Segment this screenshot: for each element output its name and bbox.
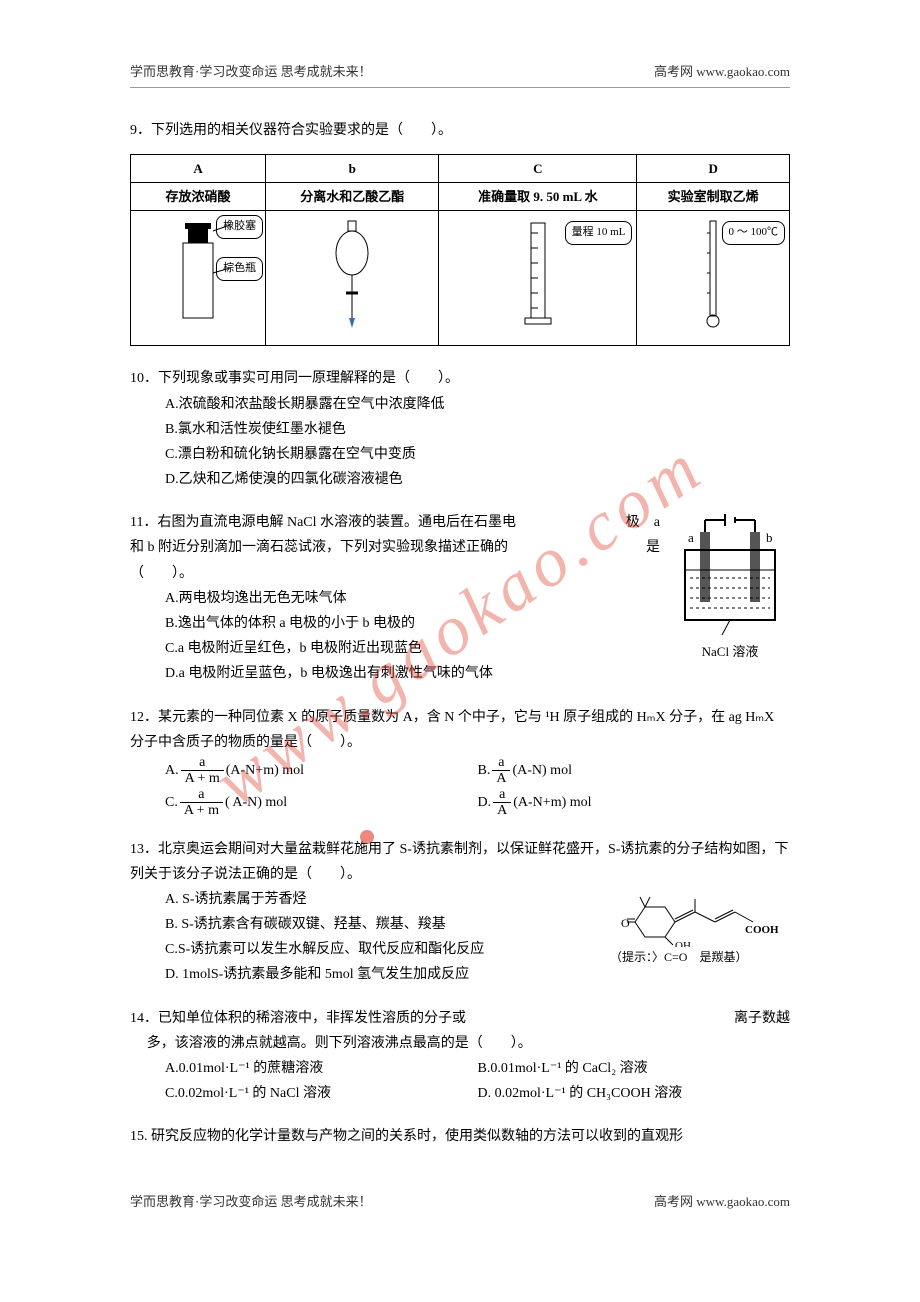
- q9-lbl-C: 准确量取 9. 50 mL 水: [439, 182, 637, 210]
- cylinder-icon: [513, 213, 563, 333]
- q11-D: D.a 电极附近呈蓝色，b 电极逸出有刺激性气味的气体: [165, 661, 790, 686]
- q11-stem-l1: 11．右图为直流电源电解 NaCl 水溶液的装置。通电后在石墨电: [130, 510, 610, 535]
- q9-lbl-D: 实验室制取乙烯: [637, 182, 790, 210]
- q12-options: A.aA + m(A-N+m) mol B.aA(A-N) mol C.aA +…: [130, 755, 790, 819]
- question-13: 13．北京奥运会期间对大量盆栽鲜花施用了 S-诱抗素制剂，以保证鲜花盛开，S-诱…: [130, 837, 790, 988]
- q13-hint: （提示：〉C=O 是羰基）: [610, 947, 790, 969]
- q9-table: A b C D 存放浓硝酸 分离水和乙酸乙酯 准确量取 9. 50 mL 水 实…: [130, 154, 790, 347]
- question-9: 9．下列选用的相关仪器符合实验要求的是（ ）。 A b C D 存放浓硝酸 分离…: [130, 118, 790, 346]
- q9-figC: 量程 10 mL: [439, 211, 637, 346]
- q9-D-callout: 0 ～ 100℃: [722, 221, 786, 245]
- svg-text:OH: OH: [675, 940, 691, 947]
- q9-stem: 9．下列选用的相关仪器符合实验要求的是（ ）。: [130, 118, 790, 143]
- q14-options: A.0.01mol·L⁻¹ 的蔗糖溶液 B.0.01mol·L⁻¹ 的 CaCl…: [130, 1056, 790, 1106]
- q12-C: C.aA + m( A-N) mol: [165, 787, 478, 819]
- sep-funnel-icon: [322, 213, 382, 333]
- q15-stem: 15. 研究反应物的化学计量数与产物之间的关系时，使用类似数轴的方法可以收到的直…: [130, 1124, 790, 1149]
- q14-C: C.0.02mol·L⁻¹ 的 NaCl 溶液: [165, 1081, 478, 1106]
- q10-options: A.浓硫酸和浓盐酸长期暴露在空气中浓度降低 B.氯水和活性炭使红墨水褪色 C.漂…: [130, 392, 790, 493]
- svg-text:COOH: COOH: [745, 924, 779, 936]
- svg-text:O: O: [621, 916, 630, 930]
- page-header: 学而思教育·学习改变命运 思考成就未来！ 高考网 www.gaokao.com: [130, 60, 790, 88]
- q9-A-callout-bot: 棕色瓶: [216, 257, 263, 281]
- q9-A-callout-top: 橡胶塞: [216, 215, 263, 239]
- q11-stem-r2: 是: [610, 535, 660, 560]
- q9-hdr-D: D: [637, 154, 790, 182]
- q14-line2: 多，该溶液的沸点就越高。则下列溶液沸点最高的是（ ）。: [130, 1031, 790, 1056]
- q9-C-callout: 量程 10 mL: [565, 221, 633, 245]
- q14-A: A.0.01mol·L⁻¹ 的蔗糖溶液: [165, 1056, 478, 1081]
- q9-lbl-A: 存放浓硝酸: [131, 182, 266, 210]
- q10-B: B.氯水和活性炭使红墨水褪色: [165, 417, 790, 442]
- q14-stem-l: 14．已知单位体积的稀溶液中，非挥发性溶质的分子或: [130, 1006, 734, 1031]
- q9-figB: [266, 211, 439, 346]
- page: www.gaokao.com 学而思教育·学习改变命运 思考成就未来！ 高考网 …: [0, 0, 920, 1302]
- q9-hdr-b: b: [266, 154, 439, 182]
- question-10: 10．下列现象或事实可用同一原理解释的是（ ）。 A.浓硫酸和浓盐酸长期暴露在空…: [130, 366, 790, 492]
- q14-B: B.0.01mol·L⁻¹ 的 CaCl₂ 溶液: [478, 1056, 791, 1081]
- svg-text:b: b: [766, 530, 773, 545]
- q10-A: A.浓硫酸和浓盐酸长期暴露在空气中浓度降低: [165, 392, 790, 417]
- q9-hdr-A: A: [131, 154, 266, 182]
- question-12: 12．某元素的一种同位素 X 的原子质量数为 A，含 N 个中子，它与 ¹H 原…: [130, 705, 790, 819]
- molecule-icon: O OH COOH: [615, 887, 785, 947]
- q10-C: C.漂白粉和硫化钠长期暴露在空气中变质: [165, 442, 790, 467]
- q9-lbl-b: 分离水和乙酸乙酯: [266, 182, 439, 210]
- electrolysis-icon: a b: [670, 510, 790, 640]
- q11-figure: a b NaCl 溶液: [670, 510, 790, 663]
- q12-B: B.aA(A-N) mol: [478, 755, 791, 787]
- q12-stem: 12．某元素的一种同位素 X 的原子质量数为 A，含 N 个中子，它与 ¹H 原…: [130, 705, 790, 755]
- footer-left: 学而思教育·学习改变命运 思考成就未来！: [130, 1190, 372, 1213]
- question-14: 14．已知单位体积的稀溶液中，非挥发性溶质的分子或离子数越 多，该溶液的沸点就越…: [130, 1006, 790, 1107]
- footer-right: 高考网 www.gaokao.com: [654, 1190, 790, 1213]
- question-15: 15. 研究反应物的化学计量数与产物之间的关系时，使用类似数轴的方法可以收到的直…: [130, 1124, 790, 1149]
- q14-D: D. 0.02mol·L⁻¹ 的 CH₃COOH 溶液: [478, 1081, 791, 1106]
- q13-stem: 13．北京奥运会期间对大量盆栽鲜花施用了 S-诱抗素制剂，以保证鲜花盛开，S-诱…: [130, 837, 790, 887]
- header-left: 学而思教育·学习改变命运 思考成就未来！: [130, 60, 372, 83]
- q9-hdr-C: C: [439, 154, 637, 182]
- q13-figure: O OH COOH （提示：〉C=O 是羰基）: [610, 887, 790, 969]
- question-11: a b NaCl 溶液 11．右图为直流电源电解 NaCl 水溶液的装置。通电后…: [130, 510, 790, 686]
- q11-stem-l2: 和 b 附近分别滴加一滴石蕊试液，下列对实验现象描述正确的: [130, 535, 610, 560]
- page-footer: 学而思教育·学习改变命运 思考成就未来！ 高考网 www.gaokao.com: [130, 1190, 790, 1213]
- svg-text:a: a: [688, 530, 694, 545]
- header-right: 高考网 www.gaokao.com: [654, 60, 790, 83]
- q11-fig-label: NaCl 溶液: [670, 640, 790, 663]
- q9-figA: 橡胶塞 棕色瓶: [131, 211, 266, 346]
- q12-A: A.aA + m(A-N+m) mol: [165, 755, 478, 787]
- q14-stem-r: 离子数越: [734, 1006, 790, 1031]
- q11-stem-r1: 极 a: [610, 510, 660, 535]
- q10-stem: 10．下列现象或事实可用同一原理解释的是（ ）。: [130, 366, 790, 391]
- q12-D: D.aA(A-N+m) mol: [478, 787, 791, 819]
- q10-D: D.乙炔和乙烯使溴的四氯化碳溶液褪色: [165, 467, 790, 492]
- q9-figD: 0 ～ 100℃: [637, 211, 790, 346]
